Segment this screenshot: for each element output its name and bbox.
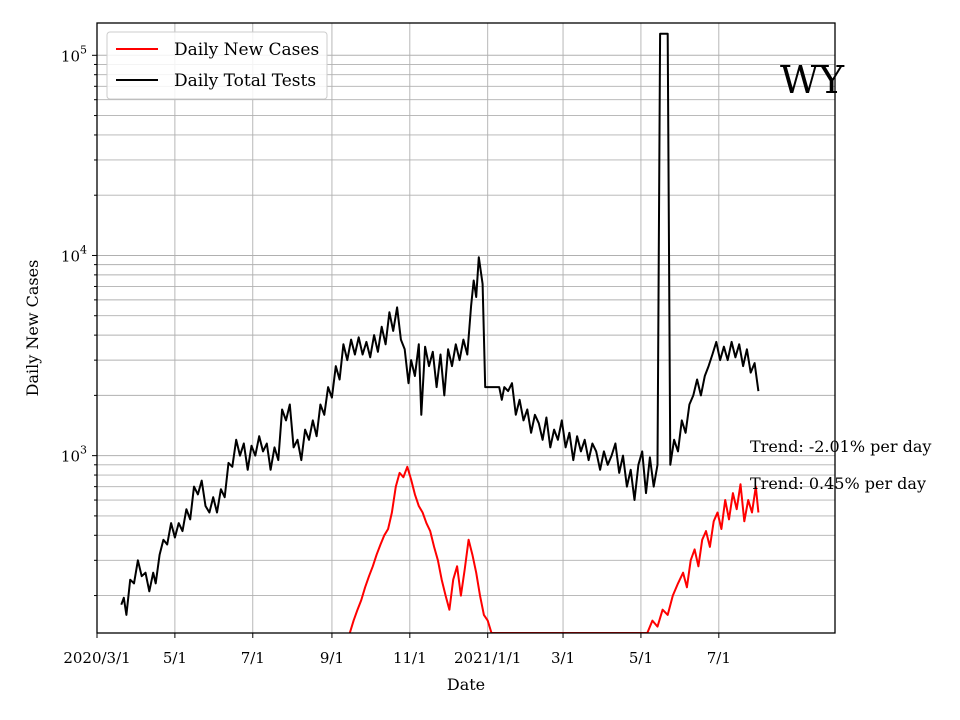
legend: Daily New Cases Daily Total Tests (106, 31, 328, 100)
x-tick-label: 3/1 (551, 649, 575, 667)
y-axis: 103 104 105 (61, 43, 97, 597)
y-tick-label: 104 (61, 243, 87, 265)
state-label: WY (780, 58, 845, 102)
x-tick-label: 11/1 (393, 649, 427, 667)
plot-frame (96, 22, 836, 634)
legend-label-tests: Daily Total Tests (174, 71, 316, 91)
x-tick-label: 5/1 (629, 649, 653, 667)
series-line-cases (348, 465, 760, 633)
x-axis-title: Date (447, 675, 485, 694)
x-tick-label: 5/1 (163, 649, 187, 667)
y-axis-title: Daily New Cases (23, 260, 42, 397)
x-tick-label: 7/1 (707, 649, 731, 667)
x-tick-label: 9/1 (320, 649, 344, 667)
legend-label-cases: Daily New Cases (174, 40, 319, 60)
x-axis: 2020/3/1 5/1 7/1 9/1 11/1 2021/1/1 3/1 5/1 7/1 (63, 633, 731, 667)
y-tick-label: 103 (61, 444, 87, 466)
grid-lines (96, 23, 835, 633)
x-tick-label: 7/1 (241, 649, 265, 667)
y-tick-label: 105 (61, 43, 87, 65)
trend-annotation-cases: Trend: 0.45% per day (750, 474, 926, 493)
series-line-tests (120, 32, 760, 616)
x-tick-label: 2021/1/1 (454, 649, 521, 667)
x-tick-label: 2020/3/1 (63, 649, 130, 667)
series-layer (120, 32, 760, 633)
trend-annotation-tests: Trend: -2.01% per day (750, 437, 931, 456)
legend-box (106, 31, 328, 100)
